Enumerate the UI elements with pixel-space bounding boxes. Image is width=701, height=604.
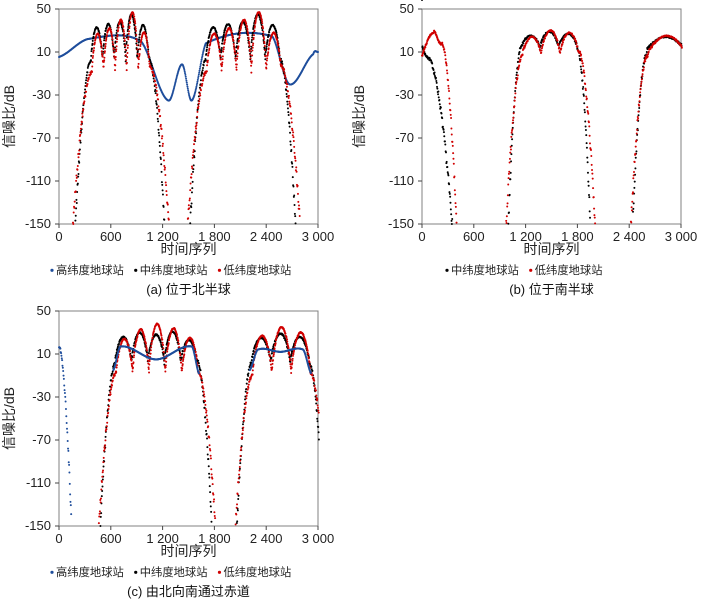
svg-text:600: 600: [463, 229, 485, 244]
svg-text:-110: -110: [389, 173, 414, 188]
svg-text:50: 50: [400, 1, 414, 16]
svg-text:10: 10: [37, 44, 51, 59]
svg-text:600: 600: [100, 531, 122, 546]
svg-text:50: 50: [37, 1, 51, 16]
svg-text:10: 10: [400, 44, 414, 59]
svg-text:-70: -70: [32, 432, 51, 447]
svg-text:-30: -30: [395, 87, 414, 102]
svg-text:10: 10: [37, 346, 51, 361]
svg-text:-110: -110: [26, 475, 51, 490]
svg-text:3 000: 3 000: [302, 531, 335, 546]
svg-text:信噪比/dB: 信噪比/dB: [1, 387, 17, 450]
svg-text:中纬度地球站: 中纬度地球站: [140, 263, 208, 277]
svg-text:时间序列: 时间序列: [524, 241, 580, 257]
svg-text:-30: -30: [32, 389, 51, 404]
svg-text:3 000: 3 000: [665, 229, 698, 244]
svg-text:0: 0: [418, 229, 425, 244]
svg-text:2 400: 2 400: [613, 229, 646, 244]
svg-text:0: 0: [55, 531, 62, 546]
svg-text:2 400: 2 400: [250, 229, 283, 244]
svg-text:-70: -70: [395, 130, 414, 145]
svg-text:600: 600: [100, 229, 122, 244]
svg-text:0: 0: [55, 229, 62, 244]
svg-text:高纬度地球站: 高纬度地球站: [56, 263, 124, 277]
svg-text:低纬度地球站: 低纬度地球站: [223, 263, 291, 277]
svg-text:3 000: 3 000: [302, 229, 335, 244]
svg-text:时间序列: 时间序列: [161, 241, 217, 257]
svg-text:-70: -70: [32, 130, 51, 145]
svg-text:-150: -150: [25, 518, 51, 533]
svg-text:中纬度地球站: 中纬度地球站: [140, 565, 208, 579]
svg-text:中纬度地球站: 中纬度地球站: [451, 263, 519, 277]
svg-text:时间序列: 时间序列: [161, 543, 217, 559]
svg-text:信噪比/dB: 信噪比/dB: [1, 85, 17, 148]
svg-text:-150: -150: [25, 216, 51, 231]
svg-text:(b) 位于南半球: (b) 位于南半球: [509, 282, 594, 297]
svg-text:-150: -150: [388, 216, 414, 231]
svg-text:低纬度地球站: 低纬度地球站: [535, 263, 603, 277]
svg-text:50: 50: [37, 303, 51, 318]
svg-text:信噪比/dB: 信噪比/dB: [351, 85, 367, 148]
svg-text:(a) 位于北半球: (a) 位于北半球: [146, 282, 231, 297]
svg-text:低纬度地球站: 低纬度地球站: [223, 565, 291, 579]
svg-text:(c) 由北向南通过赤道: (c) 由北向南通过赤道: [127, 584, 250, 599]
svg-text:高纬度地球站: 高纬度地球站: [56, 565, 124, 579]
svg-text:2 400: 2 400: [250, 531, 283, 546]
svg-text:-30: -30: [32, 87, 51, 102]
svg-text:-110: -110: [26, 173, 51, 188]
